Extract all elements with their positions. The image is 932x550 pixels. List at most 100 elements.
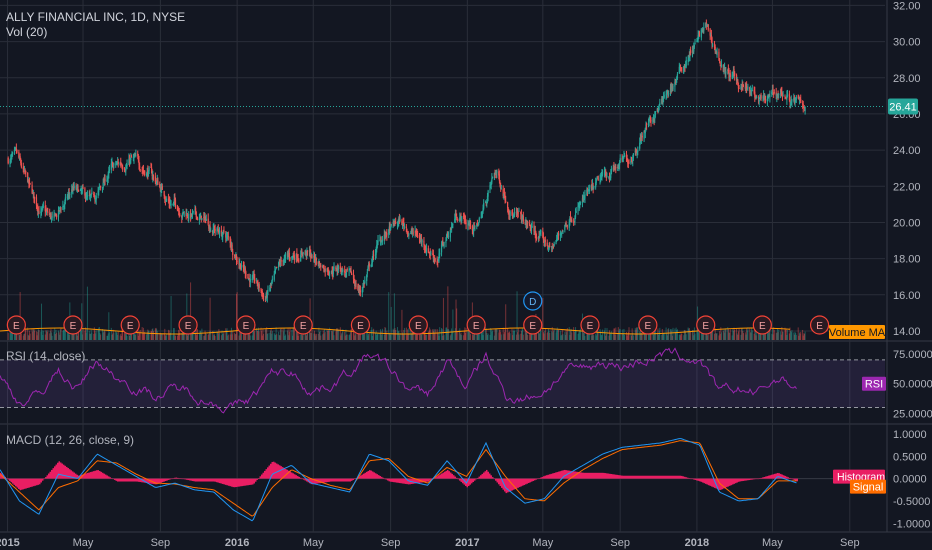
volume-bar: [443, 335, 445, 340]
candle-body: [394, 221, 396, 223]
volume-bar: [469, 334, 471, 340]
volume-bar: [690, 331, 692, 340]
x-tick-label: 2016: [225, 537, 249, 549]
histogram-bar: [790, 478, 792, 480]
histogram-bar: [429, 478, 431, 481]
volume-bar: [430, 332, 432, 340]
candle-body: [669, 87, 672, 93]
volume-bar: [754, 328, 756, 340]
volume-bar: [685, 334, 687, 340]
volume-bar: [780, 331, 782, 340]
candle-body: [117, 161, 119, 165]
volume-bar: [551, 331, 553, 340]
candle-body: [235, 257, 237, 260]
histogram-bar: [126, 478, 128, 482]
candle-body: [301, 253, 304, 255]
volume-bar: [772, 334, 774, 340]
volume-bar: [271, 333, 273, 340]
candle-body: [278, 261, 280, 264]
candle-body: [592, 185, 594, 189]
volume-bar: [94, 330, 96, 340]
histogram-bar: [309, 478, 311, 484]
histogram-bar: [630, 475, 632, 479]
candle-body: [305, 251, 307, 255]
volume-bar: [296, 328, 298, 340]
volume-bar: [705, 334, 707, 340]
candle-body: [438, 253, 440, 259]
histogram-bar: [244, 478, 246, 486]
volume-bar: [164, 328, 166, 340]
volume-bar: [54, 334, 56, 340]
candle-body: [618, 163, 620, 169]
volume-bar: [495, 329, 497, 340]
candle-body: [564, 223, 567, 225]
candle-body: [744, 86, 746, 89]
candle-body: [694, 43, 696, 45]
candle-body: [538, 235, 540, 239]
earnings-marker-label: E: [473, 321, 480, 332]
candle-body: [167, 198, 170, 202]
candle-body: [195, 211, 197, 217]
volume-bar: [442, 297, 444, 340]
price-tick-label: 20.00: [893, 217, 921, 229]
candle-body: [662, 97, 665, 98]
histogram-bar: [51, 469, 53, 479]
histogram-bar: [144, 478, 146, 483]
histogram-bar: [363, 473, 365, 479]
candle-body: [772, 89, 774, 92]
histogram-bar: [643, 475, 645, 479]
volume-bar: [297, 335, 299, 340]
histogram-bar: [319, 478, 321, 484]
candle-body: [169, 204, 172, 206]
candle-body: [169, 201, 171, 206]
volume-bar: [113, 332, 115, 340]
histogram-bar: [612, 474, 614, 479]
histogram-bar: [792, 478, 794, 480]
histogram-bar: [634, 475, 636, 479]
volume-bar: [275, 335, 277, 340]
volume-bar: [41, 303, 43, 340]
volume-bar: [221, 330, 223, 340]
candle-body: [142, 170, 144, 172]
volume-title: Vol (20): [6, 25, 48, 39]
candle-body: [724, 67, 726, 73]
candle-body: [786, 94, 789, 97]
histogram-bar: [795, 478, 797, 481]
candle-body: [659, 102, 661, 106]
candle-body: [230, 245, 233, 248]
volume-bar: [582, 331, 584, 340]
volume-bar: [178, 329, 180, 340]
x-tick-label: 2018: [685, 537, 709, 549]
candle-body: [229, 236, 231, 244]
volume-bar: [762, 329, 764, 340]
volume-bar: [635, 329, 637, 340]
volume-bar: [688, 328, 690, 340]
candle-body: [487, 190, 489, 197]
volume-bar: [210, 331, 212, 340]
candle-body: [19, 156, 21, 160]
histogram-bar: [87, 472, 89, 479]
histogram-bar: [529, 478, 531, 483]
candle-body: [401, 220, 403, 226]
candle-body: [650, 119, 652, 122]
candle-body: [57, 209, 60, 218]
volume-bar: [128, 330, 130, 340]
candle-body: [340, 269, 342, 272]
histogram-bar: [531, 478, 533, 482]
volume-bar: [527, 334, 529, 340]
volume-bar: [31, 328, 33, 340]
candle-body: [25, 171, 27, 173]
volume-bar: [264, 329, 266, 340]
volume-bar: [342, 329, 344, 340]
volume-bar: [671, 335, 673, 340]
histogram-bar: [466, 478, 468, 488]
candle-body: [332, 270, 334, 274]
volume-bar: [472, 335, 474, 340]
candle-body: [464, 219, 467, 224]
volume-bar: [257, 331, 259, 340]
histogram-bar: [289, 471, 291, 479]
histogram-bar: [618, 475, 620, 479]
candle-body: [547, 245, 549, 249]
volume-bar: [86, 286, 88, 340]
